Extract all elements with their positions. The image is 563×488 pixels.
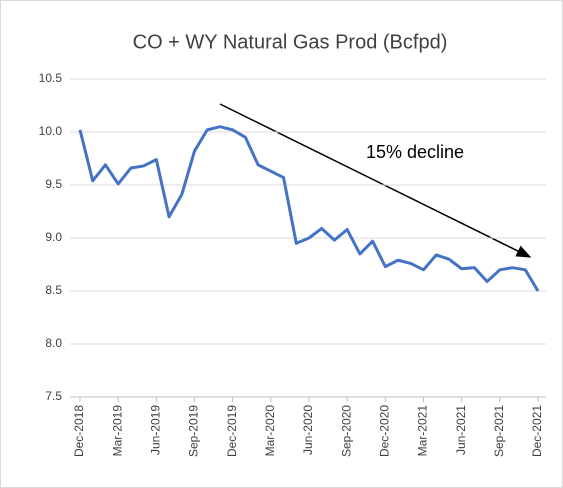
y-tick-label: 10.0 [39,124,63,138]
decline-arrow [219,103,532,258]
y-tick-label: 7.5 [45,389,62,403]
y-tick-label: 8.0 [45,336,62,350]
x-tick-label: Dec-2019 [225,405,239,457]
x-tick-label: Dec-2018 [72,405,86,457]
x-tick-label: Jun-2021 [454,405,468,455]
x-tick-label: Dec-2020 [378,405,392,457]
y-tick-label: 9.0 [45,230,62,244]
x-tick-label: Mar-2021 [416,405,430,457]
y-tick-label: 10.5 [39,71,63,85]
x-tick-label: Sep-2021 [492,405,506,457]
x-tick-label: Mar-2020 [263,405,277,457]
y-tick-label: 9.5 [45,177,62,191]
x-tick-label: Jun-2019 [149,405,163,455]
x-tick-label: Dec-2021 [530,405,544,457]
x-tick-label: Sep-2020 [339,405,353,457]
annotation: 15% decline [366,142,464,162]
x-tick-label: Sep-2019 [187,405,201,457]
line-series [78,125,540,292]
x-tick-label: Jun-2020 [301,405,315,455]
chart-title: CO + WY Natural Gas Prod (Bcfpd) [133,31,448,53]
x-tick-label: Mar-2019 [110,405,124,457]
y-tick-label: 8.5 [45,283,62,297]
